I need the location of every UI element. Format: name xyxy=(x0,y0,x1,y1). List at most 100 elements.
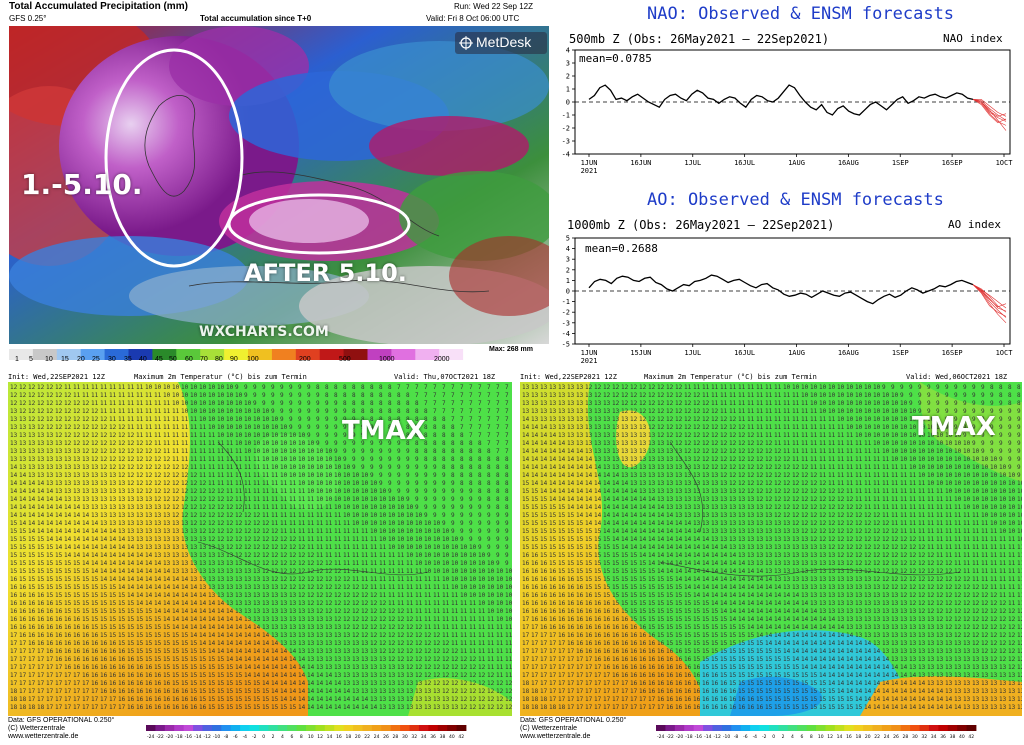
grid-value: 16 xyxy=(612,616,620,623)
grid-value: 14 xyxy=(873,648,881,655)
grid-value: 12 xyxy=(738,424,746,431)
grid-value: 13 xyxy=(918,672,926,679)
grid-value: 12 xyxy=(909,568,917,575)
grid-value: 14 xyxy=(334,680,342,687)
tmax-scale-swatch xyxy=(306,725,316,731)
grid-value: 14 xyxy=(531,480,539,487)
grid-value: 12 xyxy=(199,496,207,503)
grid-value: 12 xyxy=(73,440,81,447)
grid-value: 16 xyxy=(55,624,63,631)
tmax-scale-label: -12 xyxy=(713,734,720,740)
grid-value: 18 xyxy=(540,696,548,703)
grid-value: 16 xyxy=(73,664,81,671)
grid-value: 11 xyxy=(999,576,1007,583)
grid-value: 13 xyxy=(855,632,863,639)
grid-value: 13 xyxy=(810,584,818,591)
grid-value: 9 xyxy=(963,432,967,439)
grid-value: 12 xyxy=(900,584,908,591)
grid-value: 13 xyxy=(271,592,279,599)
grid-value: 12 xyxy=(298,568,306,575)
grid-value: 8 xyxy=(469,464,473,471)
grid-value: 14 xyxy=(837,648,845,655)
grid-value: 11 xyxy=(361,544,369,551)
grid-value: 12 xyxy=(199,520,207,527)
grid-value: 12 xyxy=(46,408,54,415)
grid-value: 15 xyxy=(738,680,746,687)
grid-value: 11 xyxy=(846,472,854,479)
grid-value: 15 xyxy=(46,568,54,575)
grid-value: 17 xyxy=(576,688,584,695)
grid-value: 9 xyxy=(325,408,329,415)
grid-value: 14 xyxy=(657,528,665,535)
grid-value: 10 xyxy=(253,424,261,431)
grid-value: 11 xyxy=(226,448,234,455)
grid-value: 11 xyxy=(190,464,198,471)
tmax-scale-swatch xyxy=(825,725,836,731)
grid-value: 11 xyxy=(316,528,324,535)
grid-value: 10 xyxy=(927,440,935,447)
grid-value: 16 xyxy=(558,584,566,591)
tmax-scale-swatch xyxy=(437,725,448,731)
grid-value: 13 xyxy=(918,648,926,655)
tmax-scale-swatch xyxy=(693,725,704,731)
grid-value: 14 xyxy=(603,520,611,527)
grid-value: 9 xyxy=(990,408,994,415)
grid-value: 12 xyxy=(46,416,54,423)
grid-value: 17 xyxy=(10,680,18,687)
grid-value: 7 xyxy=(487,400,491,407)
grid-value: 11 xyxy=(316,552,324,559)
grid-value: 13 xyxy=(882,640,890,647)
grid-value: 16 xyxy=(172,696,180,703)
grid-value: 16 xyxy=(19,632,27,639)
grid-value: 13 xyxy=(765,536,773,543)
grid-value: 14 xyxy=(73,504,81,511)
grid-value: 13 xyxy=(316,616,324,623)
grid-value: 14 xyxy=(100,560,108,567)
y-tick-label: 3 xyxy=(566,60,570,68)
grid-value: 12 xyxy=(612,400,620,407)
grid-value: 11 xyxy=(909,496,917,503)
grid-value: 15 xyxy=(154,640,162,647)
grid-value: 12 xyxy=(487,680,495,687)
grid-value: 12 xyxy=(963,600,971,607)
grid-value: 13 xyxy=(792,584,800,591)
grid-value: 11 xyxy=(118,400,126,407)
tmax-scale-label: -12 xyxy=(203,734,210,740)
grid-value: 13 xyxy=(64,472,72,479)
grid-value: 8 xyxy=(415,416,419,423)
grid-value: 12 xyxy=(954,616,962,623)
grid-value: 9 xyxy=(361,424,365,431)
grid-value: 12 xyxy=(648,400,656,407)
grid-value: 14 xyxy=(217,616,225,623)
tmax-scale-swatch xyxy=(174,725,185,731)
grid-value: 12 xyxy=(136,448,144,455)
grid-value: 10 xyxy=(954,472,962,479)
grid-value: 10 xyxy=(469,568,477,575)
grid-value: 12 xyxy=(936,592,944,599)
grid-value: 14 xyxy=(621,488,629,495)
grid-value: 14 xyxy=(226,616,234,623)
grid-value: 10 xyxy=(406,504,414,511)
tmax-left-footer-copy: (C) Wetterzentrale xyxy=(8,725,66,732)
grid-value: 12 xyxy=(208,496,216,503)
grid-value: 17 xyxy=(46,664,54,671)
grid-value: 14 xyxy=(729,552,737,559)
grid-value: 15 xyxy=(262,704,270,711)
grid-value: 11 xyxy=(990,576,998,583)
tmax-scale-label: -20 xyxy=(166,734,173,740)
grid-value: 10 xyxy=(945,480,953,487)
grid-value: 12 xyxy=(675,416,683,423)
grid-value: 10 xyxy=(190,392,198,399)
grid-value: 12 xyxy=(792,512,800,519)
grid-value: 13 xyxy=(361,672,369,679)
grid-value: 13 xyxy=(828,584,836,591)
grid-value: 15 xyxy=(747,672,755,679)
grid-value: 13 xyxy=(882,648,890,655)
grid-value: 12 xyxy=(64,408,72,415)
grid-value: 12 xyxy=(783,496,791,503)
grid-value: 11 xyxy=(370,568,378,575)
grid-value: 12 xyxy=(163,456,171,463)
grid-value: 12 xyxy=(433,656,441,663)
grid-value: 11 xyxy=(828,440,836,447)
grid-value: 13 xyxy=(792,568,800,575)
